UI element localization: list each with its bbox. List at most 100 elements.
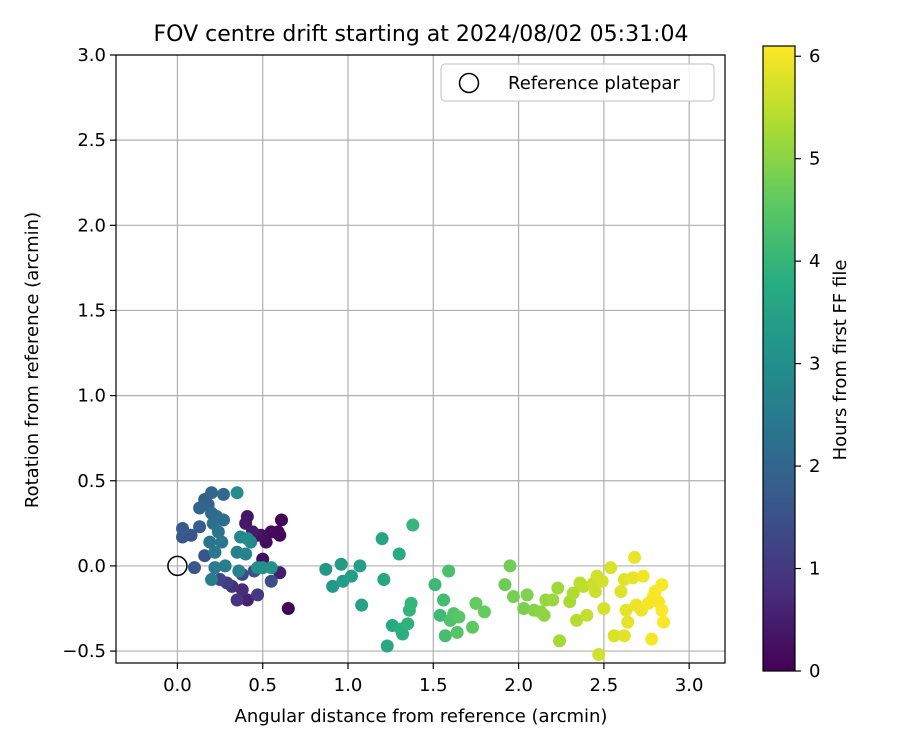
y-axis-label: Rotation from reference (arcmin) bbox=[22, 212, 43, 508]
scatter-point bbox=[404, 596, 418, 610]
scatter-point bbox=[617, 629, 631, 643]
scatter-point bbox=[466, 620, 480, 634]
scatter-point bbox=[215, 535, 229, 549]
scatter-point bbox=[580, 608, 594, 622]
scatter-point bbox=[274, 513, 288, 527]
y-tick-label: 2.5 bbox=[77, 130, 106, 151]
colorbar-gradient bbox=[762, 45, 796, 672]
colorbar-tick-label: 1 bbox=[809, 559, 820, 580]
scatter-point bbox=[437, 593, 451, 607]
plot-frame bbox=[115, 54, 726, 664]
y-axis-ticks: −0.5 0.0 0.5 1.0 1.5 2.0 2.5 3.0 bbox=[62, 45, 116, 662]
scatter-point bbox=[355, 598, 369, 612]
scatter-point bbox=[433, 608, 447, 622]
legend-marker-reference bbox=[458, 72, 480, 94]
scatter-point bbox=[553, 634, 567, 648]
scatter-point bbox=[401, 617, 415, 631]
scatter-point bbox=[240, 532, 254, 546]
scatter-points bbox=[167, 486, 671, 661]
scatter-point bbox=[604, 561, 618, 575]
colorbar: 0 1 2 3 4 5 6 Hours from first FF file bbox=[762, 45, 851, 682]
scatter-point bbox=[655, 578, 669, 592]
colorbar-tick-label: 5 bbox=[809, 149, 820, 170]
x-axis-ticks: 0.0 0.5 1.0 1.5 2.0 2.5 3.0 bbox=[163, 663, 703, 696]
scatter-point bbox=[566, 586, 580, 600]
x-tick-label: 1.5 bbox=[419, 675, 448, 696]
x-tick-label: 0.0 bbox=[163, 675, 192, 696]
scatter-point bbox=[428, 578, 442, 592]
scatter-point bbox=[205, 486, 219, 500]
scatter-point bbox=[205, 573, 219, 587]
scatter-point bbox=[251, 588, 265, 602]
scatter-point bbox=[614, 584, 628, 598]
colorbar-tick-label: 6 bbox=[809, 46, 820, 67]
y-tick-label: 3.0 bbox=[77, 45, 106, 66]
scatter-point bbox=[619, 603, 633, 617]
scatter-point bbox=[498, 578, 512, 592]
legend-box bbox=[440, 63, 715, 102]
scatter-point bbox=[264, 574, 278, 588]
y-tick-label: 2.0 bbox=[77, 215, 106, 236]
scatter-point bbox=[353, 559, 367, 573]
scatter-point bbox=[198, 549, 212, 563]
scatter-point bbox=[193, 501, 207, 515]
x-tick-label: 2.5 bbox=[590, 675, 619, 696]
colorbar-label: Hours from first FF file bbox=[830, 260, 851, 461]
scatter-point bbox=[375, 532, 389, 546]
legend-label-reference: Reference platepar bbox=[508, 73, 680, 94]
scatter-point bbox=[595, 574, 609, 588]
scatter-point bbox=[477, 605, 491, 619]
scatter-point bbox=[450, 625, 464, 639]
scatter-point bbox=[442, 564, 456, 578]
scatter-point bbox=[503, 559, 517, 573]
scatter-point bbox=[655, 603, 669, 617]
scatter-point bbox=[187, 561, 201, 575]
scatter-point bbox=[208, 545, 222, 559]
colorbar-tick-label: 4 bbox=[809, 251, 820, 272]
scatter-point bbox=[193, 520, 207, 534]
scatter-point bbox=[628, 550, 642, 564]
x-tick-label: 1.0 bbox=[334, 675, 363, 696]
scatter-point bbox=[452, 610, 466, 624]
scatter-point bbox=[576, 579, 590, 593]
scatter-point bbox=[240, 593, 254, 607]
scatter-point bbox=[176, 521, 190, 535]
scatter-point bbox=[218, 559, 232, 573]
scatter-point bbox=[657, 615, 671, 629]
x-tick-label: 0.5 bbox=[248, 675, 277, 696]
scatter-point bbox=[588, 584, 602, 598]
scatter-point bbox=[334, 557, 348, 571]
colorbar-tick-label: 3 bbox=[809, 354, 820, 375]
scatter-point bbox=[377, 573, 391, 587]
scatter-point bbox=[326, 579, 340, 593]
y-tick-label: 1.0 bbox=[77, 386, 106, 407]
scatter-point bbox=[216, 487, 230, 501]
scatter-point bbox=[319, 562, 333, 576]
scatter-point bbox=[570, 613, 584, 627]
colorbar-ticks: 0 1 2 3 4 5 6 bbox=[795, 46, 820, 682]
scatter-point bbox=[264, 525, 278, 539]
scatter-point bbox=[506, 590, 520, 604]
scatter-point bbox=[597, 602, 611, 616]
scatter-point bbox=[216, 513, 230, 527]
scatter-point bbox=[537, 608, 551, 622]
y-tick-label: 0.0 bbox=[77, 556, 106, 577]
colorbar-tick-label: 0 bbox=[809, 661, 820, 682]
scatter-point bbox=[396, 627, 410, 641]
grid bbox=[116, 54, 725, 663]
y-tick-label: 1.5 bbox=[77, 300, 106, 321]
y-tick-label: −0.5 bbox=[62, 641, 106, 662]
scatter-point bbox=[281, 602, 295, 616]
scatter-point bbox=[344, 569, 358, 583]
scatter-point bbox=[469, 596, 483, 610]
reference-platepar-marker bbox=[167, 555, 188, 577]
y-tick-label: 0.5 bbox=[77, 471, 106, 492]
x-tick-label: 3.0 bbox=[675, 675, 704, 696]
scatter-point bbox=[551, 581, 565, 595]
scatter-point bbox=[211, 525, 225, 539]
scatter-point bbox=[626, 571, 640, 585]
scatter-point bbox=[520, 588, 534, 602]
scatter-point bbox=[264, 561, 278, 575]
scatter-point bbox=[645, 632, 659, 646]
